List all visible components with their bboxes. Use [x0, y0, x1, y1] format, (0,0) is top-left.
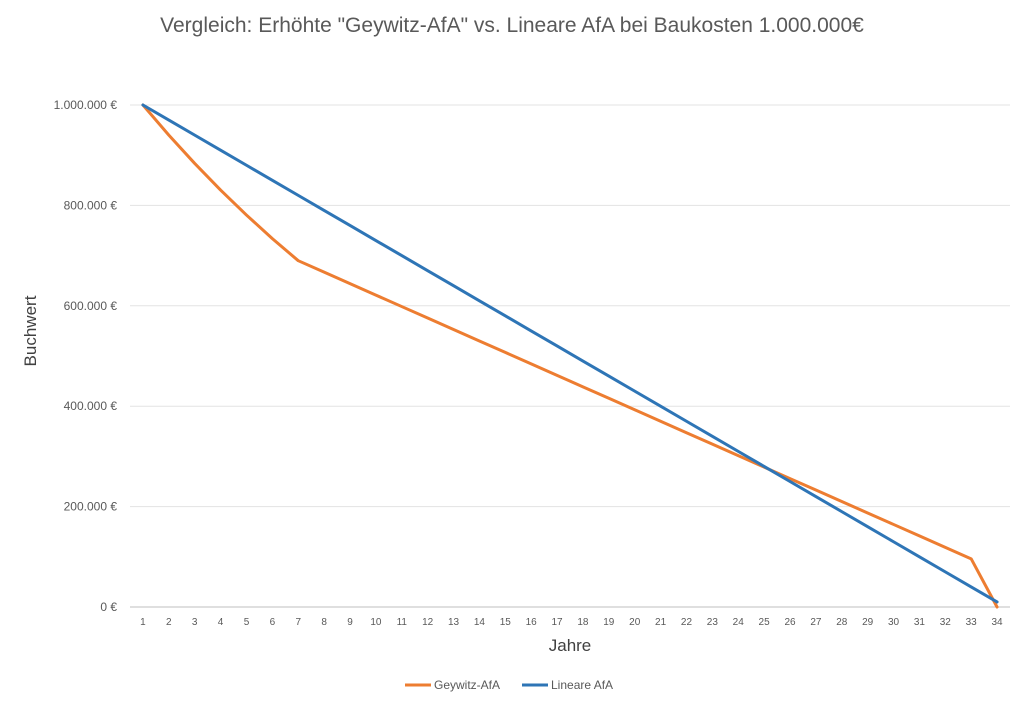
x-tick-label: 10	[370, 617, 382, 628]
x-tick-label: 6	[270, 617, 276, 628]
chart-title: Vergleich: Erhöhte "Geywitz-AfA" vs. Lin…	[160, 14, 864, 37]
legend-item: Lineare AfA	[522, 678, 613, 692]
x-tick-label: 14	[474, 617, 486, 628]
x-tick-label: 15	[500, 617, 512, 628]
x-tick-label: 2	[166, 617, 172, 628]
x-tick-label: 9	[347, 617, 353, 628]
x-axis-label: Jahre	[549, 636, 592, 655]
y-tick-label: 0 €	[100, 600, 117, 614]
x-tick-label: 4	[218, 617, 224, 628]
gridlines	[130, 104, 1010, 608]
x-tick-label: 21	[655, 617, 667, 628]
y-axis-label: Buchwert	[21, 295, 40, 366]
x-tick-labels: 1 2 3 4 5 6 7 8 9 10 11 12 13 14 15 16 17 18 19 20 21 22 23 24 2…	[140, 617, 1003, 628]
x-tick-label: 27	[810, 617, 822, 628]
x-tick-label: 17	[551, 617, 563, 628]
series-line-geywitz-afa	[141, 103, 999, 609]
y-tick-label: 800.000 €	[64, 198, 118, 212]
x-tick-label: 7	[295, 617, 301, 628]
y-tick-labels: 0 € 200.000 € 400.000 € 600.000 € 800.000 € 1…	[54, 98, 118, 614]
x-tick-label: 1	[140, 617, 146, 628]
x-tick-label: 32	[940, 617, 952, 628]
legend-label: Lineare AfA	[551, 678, 613, 692]
x-tick-label: 3	[192, 617, 198, 628]
y-tick-label: 400.000 €	[64, 399, 118, 413]
x-tick-label: 16	[526, 617, 538, 628]
x-tick-label: 22	[681, 617, 693, 628]
x-tick-label: 23	[707, 617, 719, 628]
x-tick-label: 29	[862, 617, 874, 628]
x-tick-label: 20	[629, 617, 641, 628]
x-tick-label: 13	[448, 617, 460, 628]
legend: Geywitz-AfA Lineare AfA	[405, 678, 613, 692]
x-tick-label: 31	[914, 617, 926, 628]
y-tick-label: 200.000 €	[64, 500, 118, 514]
x-tick-label: 24	[733, 617, 745, 628]
x-tick-label: 5	[244, 617, 250, 628]
x-tick-label: 18	[577, 617, 589, 628]
x-tick-label: 28	[836, 617, 848, 628]
x-tick-label: 25	[759, 617, 771, 628]
series-line-lineare-afa	[141, 103, 999, 604]
x-tick-label: 12	[422, 617, 434, 628]
y-tick-label: 600.000 €	[64, 299, 118, 313]
x-tick-label: 33	[966, 617, 978, 628]
series-lines	[141, 103, 999, 609]
x-tick-label: 11	[397, 617, 408, 628]
y-tick-label: 1.000.000 €	[54, 98, 118, 112]
legend-label: Geywitz-AfA	[434, 678, 500, 692]
x-tick-label: 19	[603, 617, 615, 628]
x-tick-label: 26	[784, 617, 796, 628]
x-tick-label: 8	[321, 617, 327, 628]
x-tick-label: 30	[888, 617, 900, 628]
x-tick-label: 34	[991, 617, 1003, 628]
legend-item: Geywitz-AfA	[405, 678, 500, 692]
